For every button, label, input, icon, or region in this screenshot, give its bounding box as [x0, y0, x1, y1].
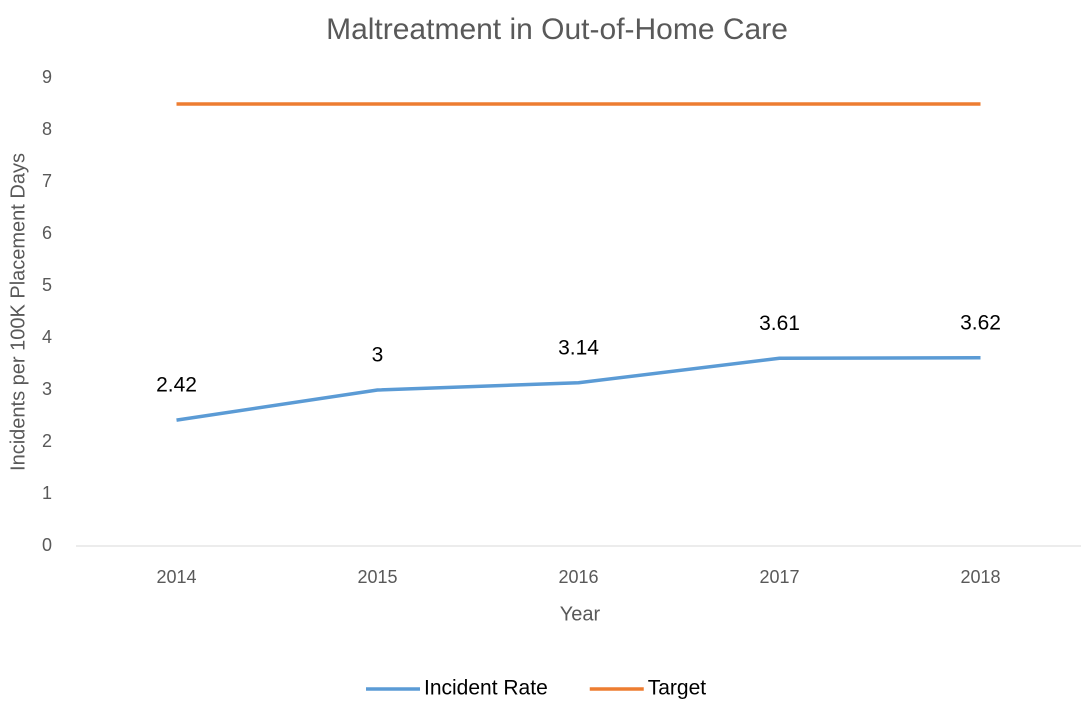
legend-label: Incident Rate — [424, 677, 548, 700]
y-tick-label: 2 — [42, 431, 52, 451]
data-label: 3.62 — [960, 311, 1001, 334]
y-axis-label: Incidents per 100K Placement Days — [7, 153, 29, 471]
y-tick-label: 4 — [42, 327, 52, 347]
data-label: 3 — [372, 344, 384, 367]
y-tick-label: 3 — [42, 379, 52, 399]
y-tick-label: 5 — [42, 275, 52, 295]
data-label: 2.42 — [156, 374, 197, 397]
series-line — [176, 356, 981, 422]
y-tick-label: 1 — [42, 483, 52, 503]
x-axis-label: Year — [560, 603, 601, 625]
y-tick-label: 7 — [42, 171, 52, 191]
data-label: 3.14 — [558, 336, 599, 359]
x-tick-label: 2017 — [759, 567, 799, 587]
y-tick-label: 9 — [42, 67, 52, 87]
x-tick-label: 2014 — [156, 567, 196, 587]
y-tick-label: 6 — [42, 223, 52, 243]
x-tick-label: 2018 — [960, 567, 1000, 587]
chart-title: Maltreatment in Out-of-Home Care — [326, 13, 788, 46]
x-tick-label: 2015 — [357, 567, 397, 587]
y-tick-label: 0 — [42, 535, 52, 555]
data-label: 3.61 — [759, 312, 800, 335]
legend-label: Target — [648, 677, 707, 700]
y-tick-label: 8 — [42, 119, 52, 139]
x-tick-label: 2016 — [558, 567, 598, 587]
